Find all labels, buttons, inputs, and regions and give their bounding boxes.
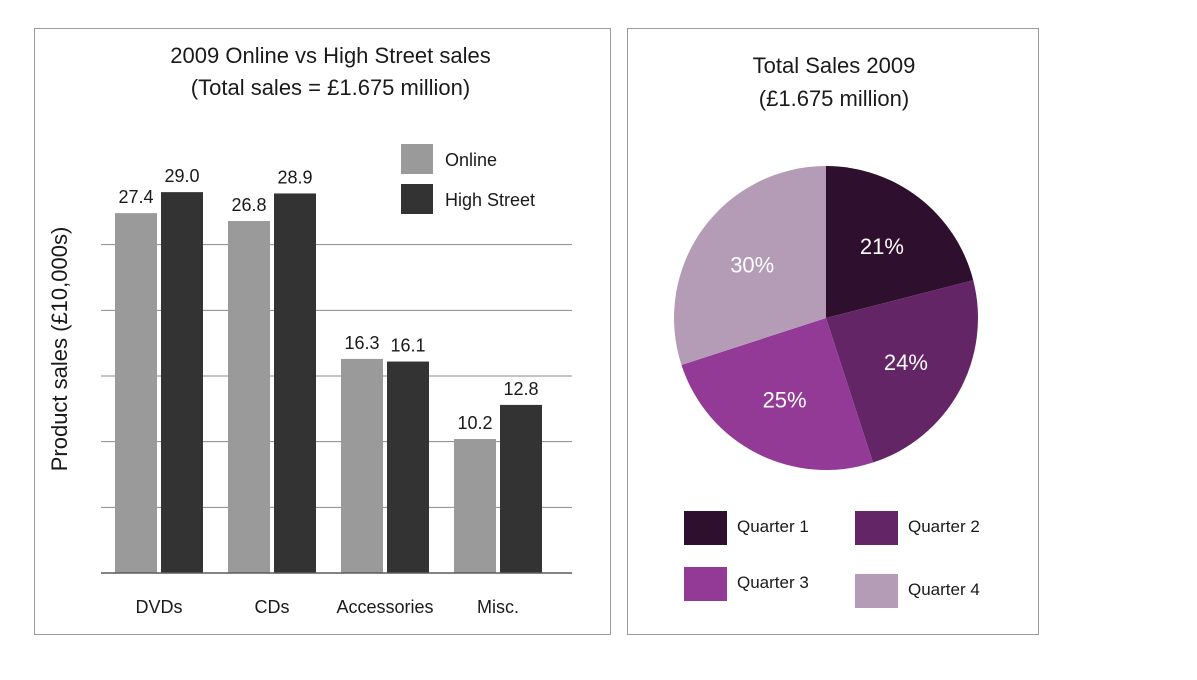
bar-accessories-online <box>341 358 383 573</box>
bar-value-label: 10.2 <box>457 413 492 433</box>
pie-slice-label: 21% <box>860 234 904 259</box>
legend-label: Online <box>445 150 497 170</box>
pie-slice-quarter-3 <box>681 318 873 470</box>
pie-chart-title: Total Sales 2009 <box>752 53 916 78</box>
legend-swatch <box>401 184 433 214</box>
legend-swatch <box>401 144 433 174</box>
bar-chart-title: 2009 Online vs High Street sales <box>170 43 491 68</box>
legend-swatch <box>855 511 898 545</box>
bar-dvds-online <box>115 213 157 573</box>
legend-label: Quarter 4 <box>908 580 980 599</box>
pie-chart: 21% 24% 25% 30% Quarter 1 Quarter 2 Quarter 3 Q… <box>674 166 980 608</box>
pie-slice-label: 25% <box>763 387 807 412</box>
legend-label: Quarter 2 <box>908 517 980 536</box>
bar-cds-high-street <box>274 193 316 574</box>
bar-value-label: 28.9 <box>277 167 312 187</box>
pie-chart-subtitle: (£1.675 million) <box>758 86 910 111</box>
pie-slice-label: 30% <box>730 252 774 277</box>
bar-misc-high-street <box>500 404 542 573</box>
pie-chart-panel: Total Sales 2009 (£1.675 million) 21% 24%… <box>627 28 1039 635</box>
x-tick-label: Misc. <box>477 597 519 617</box>
bar-value-label: 27.4 <box>118 187 153 207</box>
pie-slice-quarter-4 <box>674 166 826 365</box>
legend-label: Quarter 1 <box>737 517 809 536</box>
x-tick-label: Accessories <box>336 597 433 617</box>
bar-value-label: 16.3 <box>344 333 379 353</box>
legend-label: High Street <box>445 190 535 210</box>
bar-chart-subtitle: (Total sales = £1.675 million) <box>190 75 471 100</box>
bar-value-label: 26.8 <box>231 195 266 215</box>
legend-label: Quarter 3 <box>737 573 809 592</box>
y-axis-label: Product sales (£10,000s) <box>47 227 72 472</box>
bar-value-label: 16.1 <box>390 336 425 356</box>
pie-slice-quarter-1 <box>826 166 974 318</box>
bar-dvds-high-street <box>161 192 203 573</box>
bar-misc-online <box>454 439 496 573</box>
legend-swatch <box>684 567 727 601</box>
pie-slice-label: 24% <box>884 350 928 375</box>
bar-cds-online <box>228 221 270 573</box>
x-tick-label: CDs <box>255 597 290 617</box>
bar-value-label: 12.8 <box>503 379 538 399</box>
legend-swatch <box>855 574 898 608</box>
legend-swatch <box>684 511 727 545</box>
x-tick-label: DVDs <box>135 597 182 617</box>
bar-accessories-high-street <box>387 361 429 573</box>
bar-chart: Product sales (£10,000s) 27.4 29.0 DVDs 26.… <box>47 144 572 617</box>
bar-value-label: 29.0 <box>164 166 199 186</box>
bar-chart-panel: 2009 Online vs High Street sales (Total … <box>34 28 611 635</box>
pie-slice-quarter-2 <box>826 280 978 463</box>
